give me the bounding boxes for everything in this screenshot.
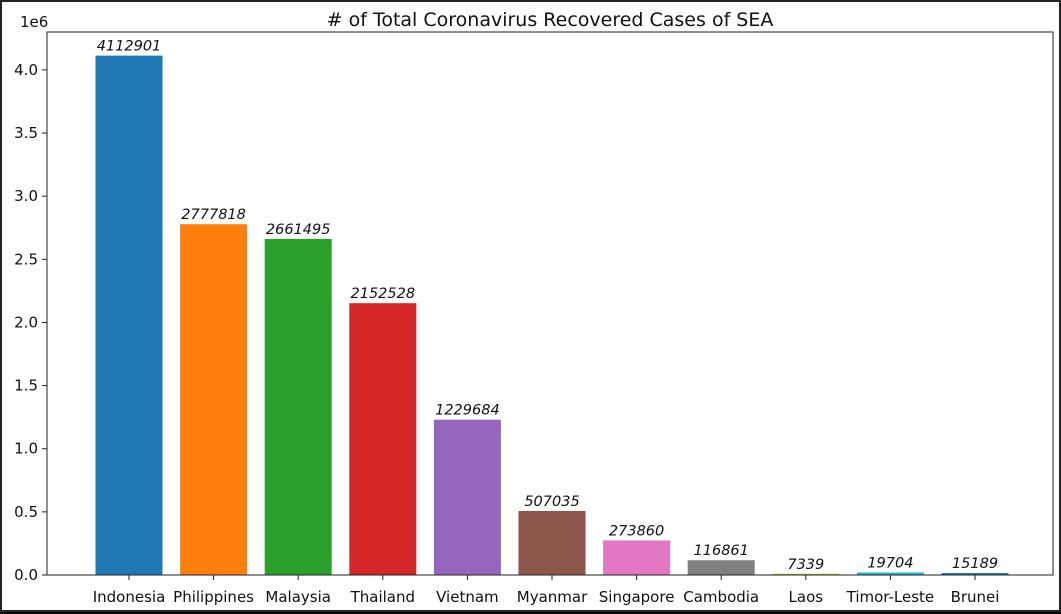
y-scale-label: 1e6 [20,13,48,31]
y-tick-label: 4.0 [14,61,38,79]
x-tick-label: Laos [789,588,824,606]
x-tick-label: Vietnam [436,588,499,606]
y-tick-label: 2.5 [14,250,38,268]
x-tick-label: Thailand [350,588,415,606]
data-label-cambodia: 116861 [694,543,749,559]
y-tick-label: 3.5 [14,124,38,142]
chart-title: # of Total Coronavirus Recovered Cases o… [327,9,774,31]
bar-malaysia [264,238,332,576]
data-labels: 4112901 2777818 2661495 2152528 1229684 50703… [97,39,998,573]
plot-area-border [46,31,1054,576]
y-tick-label: 0.0 [14,566,38,584]
x-tick-label: Myanmar [517,588,588,606]
bar-cambodia [687,560,755,575]
y-tick-label: 1.5 [14,377,38,395]
y-tick-label: 2.0 [14,313,38,331]
bar-laos [772,573,840,575]
x-tick-label: Malaysia [265,588,331,606]
data-label-timor-leste: 19704 [867,556,913,572]
x-tick-label: Timor-Leste [846,588,935,606]
x-tick-label: Philippines [173,588,254,606]
y-tick-label: 3.0 [14,187,38,205]
y-axis: 0.0 0.5 1.0 1.5 2.0 2.5 3.0 3.5 4.0 [14,61,47,584]
bars [95,55,1009,576]
bar-singapore [603,540,671,575]
bar-brunei [941,573,1009,575]
bar-philippines [180,224,248,575]
data-label-brunei: 15189 [952,556,998,572]
bar-myanmar [518,510,586,575]
data-label-thailand: 2152528 [351,286,416,302]
data-label-malaysia: 2661495 [266,222,331,238]
y-tick-label: 0.5 [14,503,38,521]
bar-indonesia [95,55,163,575]
data-label-myanmar: 507035 [524,494,579,510]
x-tick-label: Cambodia [683,588,759,606]
data-label-laos: 7339 [787,557,824,573]
data-label-vietnam: 1229684 [435,403,500,419]
bar-vietnam [433,419,501,575]
y-tick-label: 1.0 [14,440,38,458]
x-tick-label: Brunei [951,588,1000,606]
bar-thailand [349,303,417,575]
x-tick-label: Singapore [599,588,675,606]
x-tick-label: Indonesia [93,588,166,606]
x-axis: Indonesia Philippines Malaysia Thailand Viet… [93,575,1000,606]
data-label-singapore: 273860 [609,523,664,539]
data-label-indonesia: 4112901 [97,39,162,55]
bar-timor-leste [856,572,924,575]
data-label-philippines: 2777818 [181,207,246,223]
